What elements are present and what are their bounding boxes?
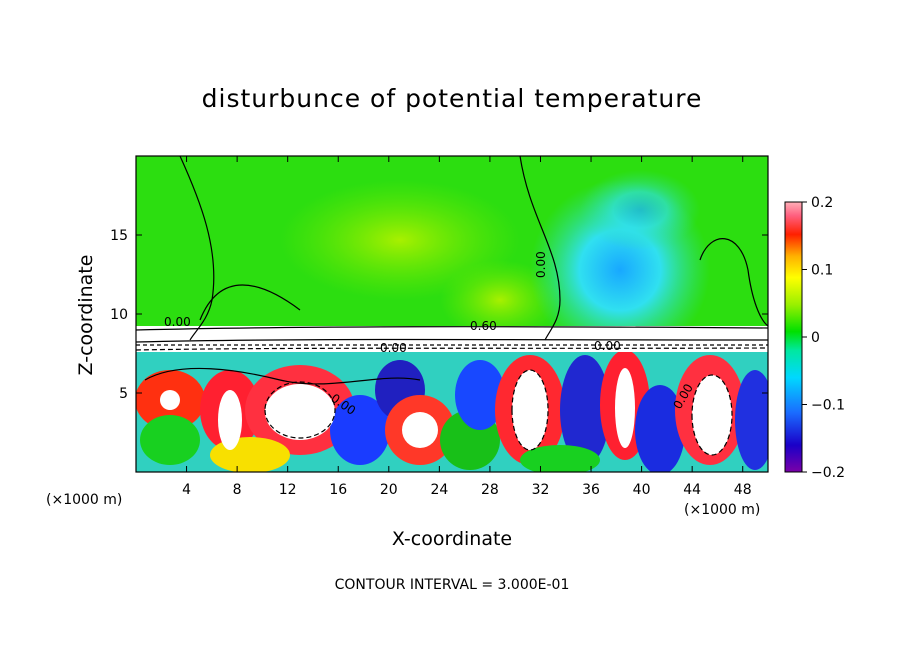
x-tick-label: 20: [380, 482, 398, 498]
y-tick-label: 5: [119, 386, 128, 402]
colorbar-tick-label: 0.1: [811, 263, 833, 279]
contour-label: 0.60: [470, 319, 497, 333]
colorbar-tick-label: −0.1: [811, 398, 845, 414]
y-axis-ticks: 5 10 15: [110, 228, 768, 402]
contour-label: 0.00: [534, 251, 548, 278]
x-tick-label: 40: [633, 482, 651, 498]
contour-label: 0.00: [164, 315, 191, 329]
x-unit-label-right: (×1000 m): [684, 502, 761, 518]
contour-interval-note: CONTOUR INTERVAL = 3.000E-01: [334, 577, 570, 593]
x-tick-label: 16: [329, 482, 347, 498]
chart-title: disturbunce of potential temperature: [201, 84, 703, 113]
x-axis-ticks: 4 8 12 16 20 24 28 32 36 40 44 48: [182, 156, 752, 498]
x-tick-label: 8: [233, 482, 242, 498]
field-cool-region: [580, 170, 700, 250]
x-tick-label: 4: [182, 482, 191, 498]
x-axis-label: X-coordinate: [391, 528, 513, 550]
field-warm-region: [280, 180, 520, 300]
x-tick-label: 24: [430, 482, 448, 498]
colorbar-tick-label: 0.2: [811, 195, 833, 211]
y-tick-label: 15: [110, 228, 128, 244]
contour-label: 0.00: [594, 339, 621, 353]
x-unit-label-left: (×1000 m): [46, 492, 123, 508]
colorbar-tick-label: 0: [811, 330, 820, 346]
colorbar-tick-label: −0.2: [811, 465, 845, 481]
colorbar-ticks: 0.2 0.1 0 −0.1 −0.2: [802, 195, 845, 481]
x-tick-label: 12: [279, 482, 297, 498]
x-tick-label: 36: [582, 482, 600, 498]
y-tick-label: 10: [110, 307, 128, 323]
contour-label: 0.00: [380, 341, 407, 355]
contour-lines: [136, 156, 768, 456]
field-warm-region: [440, 260, 560, 340]
x-tick-label: 32: [532, 482, 550, 498]
turbulent-white-cores: [160, 368, 732, 455]
x-tick-label: 48: [734, 482, 752, 498]
x-tick-label: 28: [481, 482, 499, 498]
colorbar: [784, 201, 803, 473]
turbulent-eddies: [136, 350, 768, 472]
x-tick-label: 44: [683, 482, 701, 498]
